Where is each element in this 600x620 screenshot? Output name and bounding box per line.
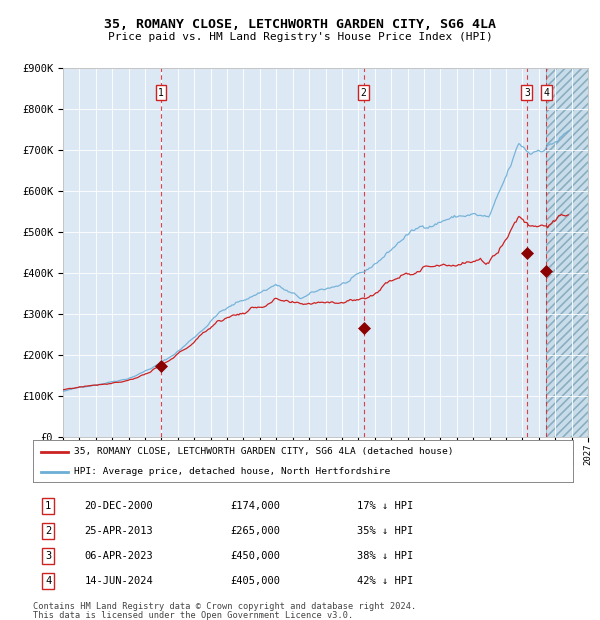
Text: 1: 1: [158, 88, 164, 98]
Text: 42% ↓ HPI: 42% ↓ HPI: [357, 576, 413, 586]
Text: 3: 3: [45, 551, 51, 560]
Text: 35, ROMANY CLOSE, LETCHWORTH GARDEN CITY, SG6 4LA: 35, ROMANY CLOSE, LETCHWORTH GARDEN CITY…: [104, 19, 496, 31]
Text: £265,000: £265,000: [230, 526, 280, 536]
Text: 1: 1: [45, 501, 51, 511]
Text: £405,000: £405,000: [230, 576, 280, 586]
Text: 4: 4: [543, 88, 549, 98]
Text: 35% ↓ HPI: 35% ↓ HPI: [357, 526, 413, 536]
Text: 25-APR-2013: 25-APR-2013: [84, 526, 153, 536]
Text: 20-DEC-2000: 20-DEC-2000: [84, 501, 153, 511]
Text: 14-JUN-2024: 14-JUN-2024: [84, 576, 153, 586]
Text: 2: 2: [361, 88, 367, 98]
Bar: [546, 68, 588, 437]
Text: £450,000: £450,000: [230, 551, 280, 560]
Text: HPI: Average price, detached house, North Hertfordshire: HPI: Average price, detached house, Nort…: [74, 467, 390, 476]
Text: Price paid vs. HM Land Registry's House Price Index (HPI): Price paid vs. HM Land Registry's House …: [107, 32, 493, 42]
Text: Contains HM Land Registry data © Crown copyright and database right 2024.: Contains HM Land Registry data © Crown c…: [33, 602, 416, 611]
Text: 06-APR-2023: 06-APR-2023: [84, 551, 153, 560]
Bar: [546, 68, 588, 437]
Text: This data is licensed under the Open Government Licence v3.0.: This data is licensed under the Open Gov…: [33, 611, 353, 619]
Text: 38% ↓ HPI: 38% ↓ HPI: [357, 551, 413, 560]
Text: 3: 3: [524, 88, 530, 98]
Text: 2: 2: [45, 526, 51, 536]
Text: £174,000: £174,000: [230, 501, 280, 511]
Text: 17% ↓ HPI: 17% ↓ HPI: [357, 501, 413, 511]
Text: 35, ROMANY CLOSE, LETCHWORTH GARDEN CITY, SG6 4LA (detached house): 35, ROMANY CLOSE, LETCHWORTH GARDEN CITY…: [74, 447, 453, 456]
Text: 4: 4: [45, 576, 51, 586]
